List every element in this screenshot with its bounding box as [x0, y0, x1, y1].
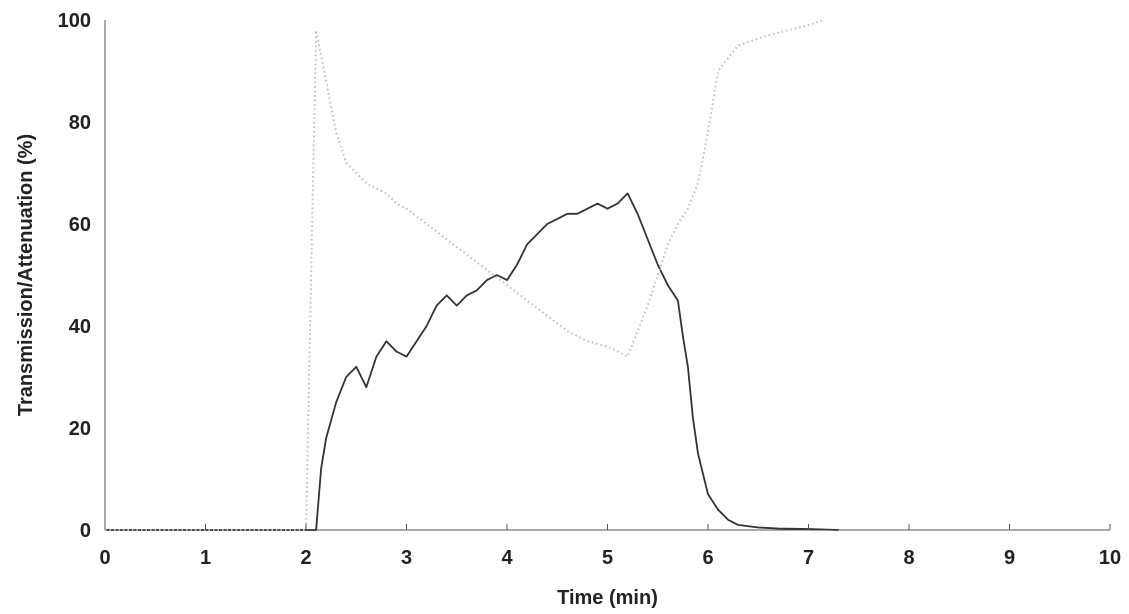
- x-tick-label: 7: [803, 547, 814, 569]
- y-tick-label: 80: [69, 112, 91, 134]
- y-tick-label: 20: [69, 418, 91, 440]
- x-tick-label: 10: [1099, 547, 1121, 569]
- x-tick-label: 9: [1004, 547, 1015, 569]
- x-tick-label: 3: [401, 547, 412, 569]
- x-tick-label: 6: [702, 547, 713, 569]
- x-axis-title: Time (min): [557, 587, 658, 609]
- series-layer: [105, 19, 839, 531]
- axes: [104, 20, 1110, 531]
- x-tick-label: 1: [200, 547, 211, 569]
- y-tick-label: 60: [69, 214, 91, 236]
- dotted-series-line: [105, 19, 824, 531]
- y-tick-label: 40: [69, 316, 91, 338]
- x-tick-label: 8: [903, 547, 914, 569]
- y-axis-title: Transmission/Attenuation (%): [15, 134, 37, 416]
- solid-series-line: [105, 192, 839, 531]
- x-tick-label: 0: [99, 547, 110, 569]
- x-tick-label: 4: [501, 547, 513, 569]
- x-tick-label: 5: [602, 547, 613, 569]
- y-tick-label: 0: [80, 520, 91, 542]
- x-tick-label: 2: [300, 547, 311, 569]
- y-tick-label: 100: [58, 10, 91, 32]
